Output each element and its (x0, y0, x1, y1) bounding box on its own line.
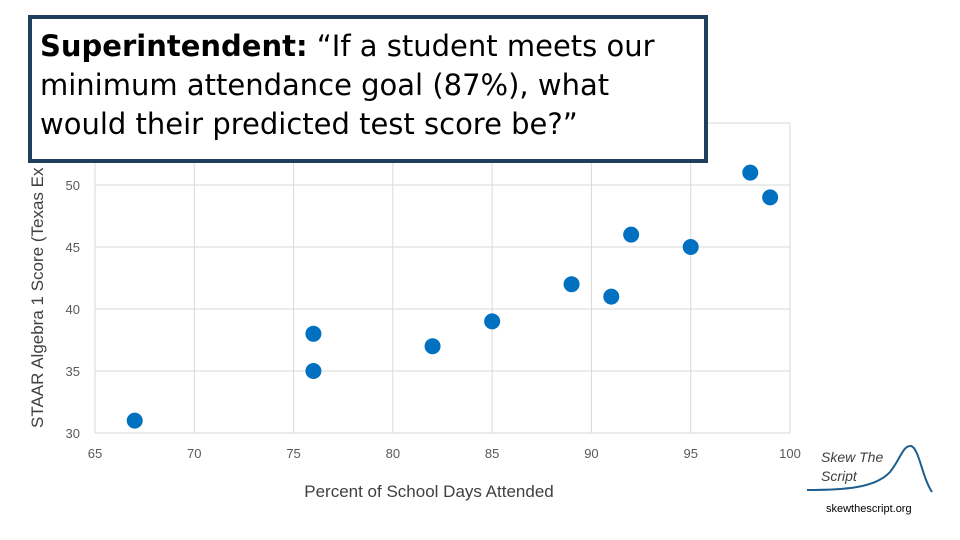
y-tick-labels: 30 35 40 45 50 (66, 178, 80, 441)
data-point (563, 276, 580, 293)
website-url: skewthescript.org (826, 503, 912, 515)
data-point (305, 363, 322, 379)
data-point (682, 239, 699, 255)
y-tick-label: 30 (66, 426, 80, 441)
y-axis-label: STAAR Algebra 1 Score (Texas Ex (28, 167, 47, 428)
y-tick-label: 50 (66, 178, 80, 193)
data-point (424, 338, 441, 355)
data-point (484, 313, 501, 330)
x-tick-label: 80 (386, 446, 400, 461)
data-point (742, 164, 759, 181)
data-point (623, 226, 640, 243)
logo-name: Skew The Script (821, 449, 884, 484)
x-tick-label: 85 (485, 446, 499, 461)
quote-text: “If a student meets our minimum attendan… (40, 29, 655, 141)
x-tick-label: 90 (584, 446, 598, 461)
data-points (126, 164, 779, 429)
gridlines (94, 122, 791, 434)
superintendent-quote-box: Superintendent: “If a student meets our … (28, 15, 708, 163)
x-tick-label: 65 (88, 446, 102, 461)
y-tick-label: 35 (66, 364, 80, 379)
x-tick-label: 75 (286, 446, 300, 461)
x-tick-label: 95 (683, 446, 697, 461)
x-tick-label: 100 (779, 446, 801, 461)
x-tick-label: 70 (187, 446, 201, 461)
data-point (305, 325, 322, 342)
x-tick-labels: 65 70 75 80 85 90 95 100 (88, 446, 801, 461)
data-point (762, 189, 779, 206)
x-axis-label: Percent of School Days Attended (304, 482, 554, 501)
y-tick-label: 40 (66, 302, 80, 317)
y-tick-label: 45 (66, 240, 80, 255)
quote-speaker: Superintendent: (40, 29, 308, 63)
data-point (603, 288, 620, 305)
data-point (126, 412, 143, 429)
skewed-curve-icon (806, 445, 933, 493)
